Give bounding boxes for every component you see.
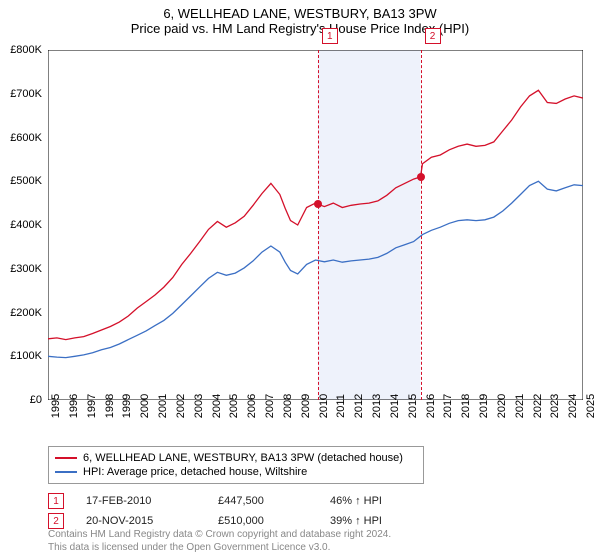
sale-marker-line	[421, 50, 422, 400]
x-tick-label: 2010	[318, 394, 330, 418]
y-tick-label: £600K	[10, 132, 42, 144]
legend-swatch	[55, 457, 77, 459]
y-tick-label: £500K	[10, 175, 42, 187]
x-tick-label: 2007	[264, 394, 276, 418]
x-tick-label: 1999	[121, 394, 133, 418]
x-tick-label: 2019	[478, 394, 490, 418]
sales-table: 1 17-FEB-2010 £447,500 46% ↑ HPI 2 20-NOV-201…	[48, 492, 382, 532]
y-tick-label: £300K	[10, 263, 42, 275]
x-tick-label: 1998	[104, 394, 116, 418]
sale-price: £510,000	[218, 515, 308, 527]
x-tick-label: 2025	[585, 394, 597, 418]
legend-item: 6, WELLHEAD LANE, WESTBURY, BA13 3PW (de…	[55, 451, 417, 465]
legend-item: HPI: Average price, detached house, Wilt…	[55, 465, 417, 479]
sale-row: 2 20-NOV-2015 £510,000 39% ↑ HPI	[48, 512, 382, 530]
x-tick-label: 2021	[514, 394, 526, 418]
x-tick-label: 2011	[335, 394, 347, 418]
sale-marker-dot	[314, 200, 322, 208]
x-tick-label: 2023	[549, 394, 561, 418]
x-tick-label: 2012	[353, 394, 365, 418]
sale-date: 17-FEB-2010	[86, 495, 196, 507]
x-tick-label: 2002	[175, 394, 187, 418]
x-tick-label: 2022	[532, 394, 544, 418]
x-tick-label: 2004	[211, 394, 223, 418]
chart: 12	[48, 50, 583, 400]
sale-price: £447,500	[218, 495, 308, 507]
x-tick-label: 2016	[425, 394, 437, 418]
y-tick-label: £400K	[10, 219, 42, 231]
footer-line: Contains HM Land Registry data © Crown c…	[48, 529, 391, 542]
sale-badge: 1	[48, 493, 64, 509]
sale-delta: 46% ↑ HPI	[330, 495, 382, 507]
x-tick-label: 2005	[228, 394, 240, 418]
sale-delta: 39% ↑ HPI	[330, 515, 382, 527]
x-tick-label: 2013	[371, 394, 383, 418]
y-tick-label: £800K	[10, 44, 42, 56]
footer-line: This data is licensed under the Open Gov…	[48, 542, 391, 555]
x-tick-label: 2018	[460, 394, 472, 418]
x-axis: 1995199619971998199920002001200220032004…	[48, 400, 583, 450]
sale-marker-dot	[417, 173, 425, 181]
x-tick-label: 2014	[389, 394, 401, 418]
x-tick-label: 2001	[157, 394, 169, 418]
legend-label: 6, WELLHEAD LANE, WESTBURY, BA13 3PW (de…	[83, 452, 403, 464]
x-tick-label: 2008	[282, 394, 294, 418]
x-tick-label: 2015	[407, 394, 419, 418]
legend: 6, WELLHEAD LANE, WESTBURY, BA13 3PW (de…	[48, 446, 424, 484]
x-tick-label: 1997	[86, 394, 98, 418]
x-tick-label: 2024	[567, 394, 579, 418]
x-tick-label: 2006	[246, 394, 258, 418]
y-tick-label: £100K	[10, 350, 42, 362]
legend-label: HPI: Average price, detached house, Wilt…	[83, 466, 307, 478]
sale-marker-line	[318, 50, 319, 400]
y-tick-label: £0	[30, 394, 42, 406]
legend-swatch	[55, 471, 77, 473]
x-tick-label: 2000	[139, 394, 151, 418]
sale-marker-badge: 2	[425, 28, 441, 44]
sale-row: 1 17-FEB-2010 £447,500 46% ↑ HPI	[48, 492, 382, 510]
x-tick-label: 2003	[193, 394, 205, 418]
sale-marker-badge: 1	[322, 28, 338, 44]
x-tick-label: 1996	[68, 394, 80, 418]
page-subtitle: Price paid vs. HM Land Registry's House …	[0, 21, 600, 40]
x-tick-label: 1995	[50, 394, 62, 418]
x-tick-label: 2017	[442, 394, 454, 418]
y-tick-label: £200K	[10, 307, 42, 319]
page-title: 6, WELLHEAD LANE, WESTBURY, BA13 3PW	[0, 0, 600, 21]
y-axis: £0£100K£200K£300K£400K£500K£600K£700K£80…	[0, 50, 46, 400]
footer: Contains HM Land Registry data © Crown c…	[48, 529, 391, 554]
y-tick-label: £700K	[10, 88, 42, 100]
x-tick-label: 2009	[300, 394, 312, 418]
x-tick-label: 2020	[496, 394, 508, 418]
sale-date: 20-NOV-2015	[86, 515, 196, 527]
sale-badge: 2	[48, 513, 64, 529]
